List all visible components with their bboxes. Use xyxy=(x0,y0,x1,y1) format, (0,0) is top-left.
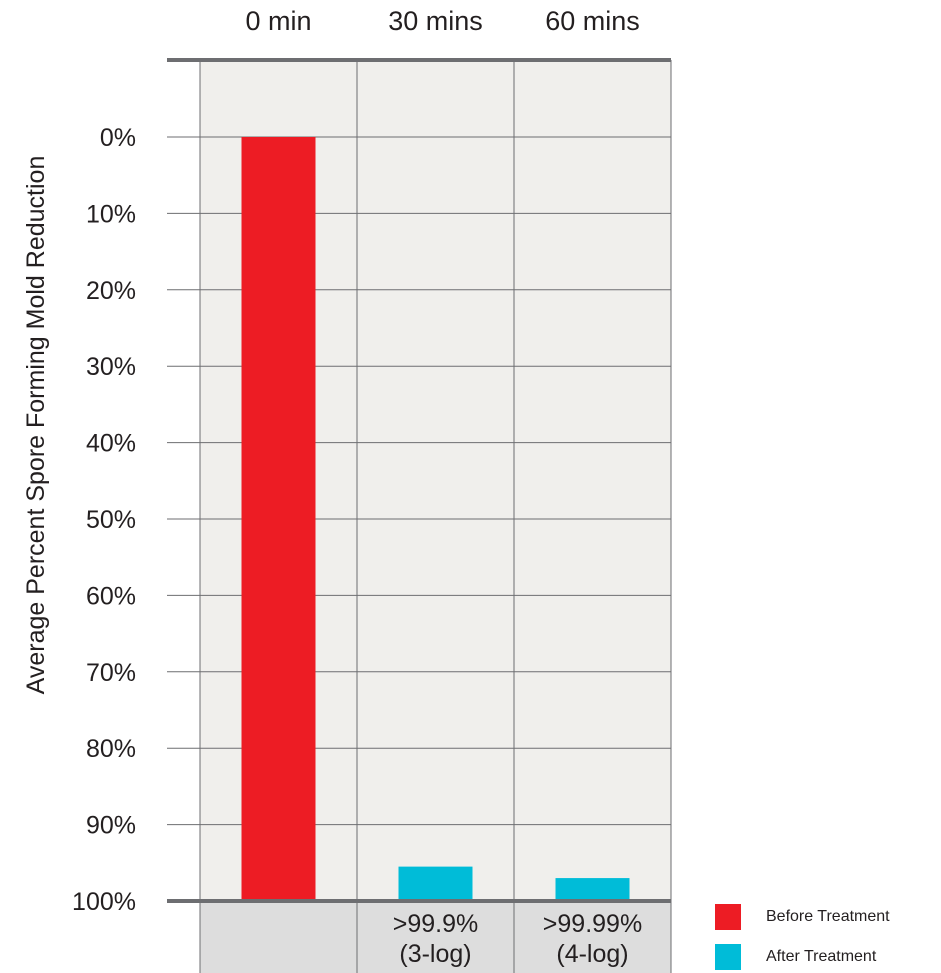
y-tick-label: 80% xyxy=(86,735,136,763)
y-tick-label: 30% xyxy=(86,353,136,381)
legend-label-before: Before Treatment xyxy=(766,908,890,925)
legend-item-before: Before Treatment xyxy=(715,897,935,937)
bottom-band xyxy=(200,901,671,973)
bar-after-treatment xyxy=(555,878,630,901)
legend-item-after: After Treatment xyxy=(715,937,935,973)
bottom-annotation-label: >99.9% xyxy=(393,910,479,938)
bottom-annotation-label: >99.99% xyxy=(543,910,642,938)
y-tick-label: 90% xyxy=(86,812,136,840)
legend: Before Treatment After Treatment xyxy=(715,897,935,973)
y-tick-label: 0% xyxy=(100,124,136,152)
bar-after-treatment xyxy=(398,866,473,901)
category-label: 0 min xyxy=(245,6,311,36)
y-axis-title: Average Percent Spore Forming Mold Reduc… xyxy=(22,156,50,695)
y-tick-label: 70% xyxy=(86,659,136,687)
legend-label-after: After Treatment xyxy=(766,948,877,965)
legend-swatch-before xyxy=(715,904,741,930)
y-tick-label: 20% xyxy=(86,277,136,305)
y-tick-label: 40% xyxy=(86,430,136,458)
bar-group xyxy=(241,137,630,901)
bar-before-treatment xyxy=(241,137,316,901)
y-tick-label: 10% xyxy=(86,200,136,228)
legend-swatch-after xyxy=(715,944,741,970)
y-tick-label: 60% xyxy=(86,582,136,610)
axis-frame-group xyxy=(167,58,671,903)
y-tick-label: 100% xyxy=(72,888,136,916)
category-label: 60 mins xyxy=(545,6,640,36)
bottom-annotation-label: (3-log) xyxy=(399,940,471,968)
bottom-annotation-label: (4-log) xyxy=(556,940,628,968)
y-tick-label: 50% xyxy=(86,506,136,534)
category-label: 30 mins xyxy=(388,6,483,36)
label-group: 0 min 30 mins 60 mins 0% 10% 20% 30% 40% 50% 60% 7… xyxy=(22,6,642,968)
